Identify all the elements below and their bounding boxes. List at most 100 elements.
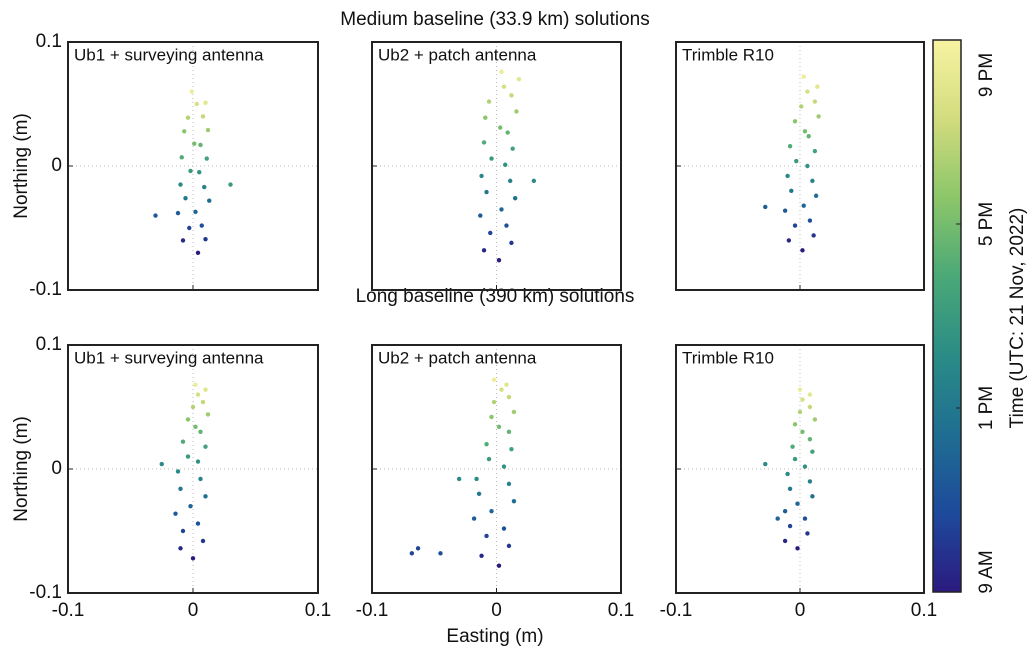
scatter-point [178, 486, 183, 492]
scatter-point [810, 494, 815, 499]
scatter-point [503, 162, 508, 167]
scatter-point [514, 109, 519, 114]
scatter-point [194, 101, 199, 107]
scatter-point [486, 456, 492, 462]
scatter-point [198, 142, 203, 148]
scatter-point [484, 442, 489, 447]
x-tick-label: 0.1 [911, 600, 937, 621]
scatter-point [805, 531, 810, 536]
scatter-point [496, 258, 502, 263]
scatter-point [193, 424, 198, 430]
scatter-point [173, 511, 178, 516]
scatter-point [409, 551, 415, 556]
panel: Ub2 + patch antenna -0.1 0 0.1 [356, 344, 634, 621]
scatter-point [506, 394, 512, 400]
scatter-point [816, 114, 821, 119]
y-tick-label: -0.1 [29, 582, 62, 603]
x-tick-label: 0 [491, 600, 502, 621]
scatter-point [802, 129, 808, 134]
scatter-point [496, 563, 502, 568]
scatter-point [198, 476, 203, 482]
scatter-point [782, 208, 788, 213]
scatter-point [511, 409, 517, 415]
scatter-point [775, 516, 780, 521]
scatter-point [185, 454, 191, 459]
scatter-point [807, 404, 813, 410]
scatter-point [506, 481, 512, 487]
scatter-point [476, 491, 482, 496]
panel-title: Trimble R10 [682, 45, 774, 64]
scatter-point [199, 223, 204, 228]
scatter-point [785, 173, 790, 179]
scatter-point [787, 486, 793, 492]
scatter-point [195, 521, 201, 526]
x-tick-label: -0.1 [52, 600, 85, 621]
scatter-point [795, 546, 800, 551]
colorbar-tick-label: 9 AM [976, 550, 997, 593]
y-tick-label: 0.1 [36, 31, 62, 52]
scatter-point [205, 127, 211, 133]
scatter-point [805, 163, 810, 169]
scatter-point [198, 429, 203, 434]
panel: Trimble R10 [675, 41, 925, 291]
scatter-point [812, 417, 818, 422]
scatter-point [805, 89, 810, 94]
scatter-point [501, 526, 507, 531]
scatter-point [182, 129, 187, 134]
panel: Ub1 + surveying antenna -0.1 0 0.1 -0.1 0 0.1 [29, 334, 331, 621]
scatter-point [188, 504, 193, 509]
scatter-point [510, 146, 515, 151]
scatter-point [175, 210, 181, 216]
scatter-point [415, 546, 421, 551]
scatter-point [792, 223, 798, 228]
scatter-point [801, 74, 806, 79]
y-tick-label: -0.1 [29, 279, 62, 300]
scatter-point [807, 437, 813, 442]
scatter-point [498, 125, 503, 130]
scatter-point [175, 469, 181, 474]
scatter-point [782, 538, 788, 544]
scatter-point [179, 155, 184, 160]
scatter-point [496, 424, 502, 430]
scatter-point [153, 213, 158, 218]
scatter-point [479, 553, 484, 558]
y-tick-label: 0 [51, 155, 62, 176]
scatter-point [505, 130, 510, 135]
scatter-point [488, 230, 493, 236]
scatter-point [499, 387, 504, 392]
scatter-point [509, 446, 514, 452]
scatter-point [509, 240, 514, 246]
scatter-point [812, 99, 818, 104]
scatter-point [202, 184, 207, 190]
scatter-point [785, 471, 790, 477]
scatter-point [491, 399, 497, 405]
scatter-point [183, 196, 188, 201]
panel: Ub2 + patch antenna [371, 41, 622, 291]
scatter-point [483, 115, 488, 120]
scatter-point [507, 178, 513, 184]
scatter-point [815, 84, 820, 89]
scatter-point [799, 104, 804, 109]
scatter-point [193, 209, 198, 215]
x-tick-label: 0.1 [305, 600, 331, 621]
scatter-point [489, 414, 494, 420]
scatter-point [787, 143, 793, 149]
scatter-point [789, 188, 794, 193]
scatter-point [501, 464, 507, 469]
scatter-point [456, 476, 462, 482]
panel-title: Trimble R10 [682, 348, 774, 367]
y-axis-label: Northing (m) [11, 113, 32, 219]
scatter-point [802, 464, 808, 469]
scatter-point [197, 170, 202, 175]
scatter-point [807, 479, 813, 484]
x-tick-label: -0.1 [660, 600, 693, 621]
scatter-point [180, 528, 186, 534]
scatter-point [807, 218, 813, 223]
scatter-point [478, 213, 483, 218]
scatter-point [178, 546, 183, 551]
scatter-point [489, 508, 494, 514]
colorbar-tick-label: 1 PM [976, 386, 997, 430]
scatter-point [516, 77, 522, 82]
scatter-point [506, 429, 512, 434]
